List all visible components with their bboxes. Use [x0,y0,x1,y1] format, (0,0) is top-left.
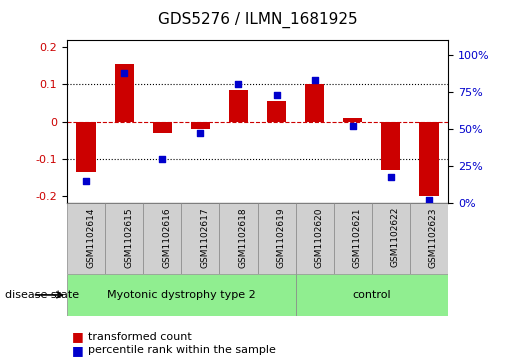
Point [234,82,243,87]
Point [387,174,395,179]
Text: percentile rank within the sample: percentile rank within the sample [88,345,276,355]
FancyBboxPatch shape [67,203,105,274]
Bar [191,122,210,129]
Point [349,123,357,129]
Bar [76,122,96,172]
Text: GSM1102617: GSM1102617 [200,207,209,268]
Text: GSM1102621: GSM1102621 [353,207,362,268]
Text: transformed count: transformed count [88,332,191,342]
Text: ■: ■ [72,344,84,357]
FancyBboxPatch shape [296,274,448,316]
Bar [229,90,248,122]
FancyBboxPatch shape [105,203,143,274]
Text: GSM1102622: GSM1102622 [391,207,400,268]
FancyBboxPatch shape [219,203,258,274]
Text: GSM1102620: GSM1102620 [315,207,323,268]
FancyBboxPatch shape [334,203,372,274]
Text: GSM1102618: GSM1102618 [238,207,247,268]
Text: GSM1102616: GSM1102616 [162,207,171,268]
Bar [305,85,324,122]
Bar [153,122,172,133]
Text: GSM1102615: GSM1102615 [124,207,133,268]
Text: disease state: disease state [5,290,79,300]
Point [272,92,281,98]
FancyBboxPatch shape [181,203,219,274]
FancyBboxPatch shape [67,274,296,316]
FancyBboxPatch shape [143,203,181,274]
Point [158,156,166,162]
Text: GSM1102623: GSM1102623 [429,207,438,268]
Point [311,77,319,83]
Bar [344,118,363,122]
Bar [267,101,286,122]
Bar [382,122,401,170]
Text: ■: ■ [72,330,84,343]
Text: GDS5276 / ILMN_1681925: GDS5276 / ILMN_1681925 [158,12,357,28]
Point [82,178,90,184]
Bar [419,122,439,196]
Bar [114,64,134,122]
FancyBboxPatch shape [296,203,334,274]
FancyBboxPatch shape [372,203,410,274]
Point [120,70,128,76]
FancyBboxPatch shape [410,203,448,274]
Point [196,131,204,136]
Text: control: control [352,290,391,300]
FancyBboxPatch shape [258,203,296,274]
Text: GSM1102614: GSM1102614 [86,207,95,268]
Point [425,197,433,203]
Text: Myotonic dystrophy type 2: Myotonic dystrophy type 2 [107,290,255,300]
Text: GSM1102619: GSM1102619 [277,207,285,268]
